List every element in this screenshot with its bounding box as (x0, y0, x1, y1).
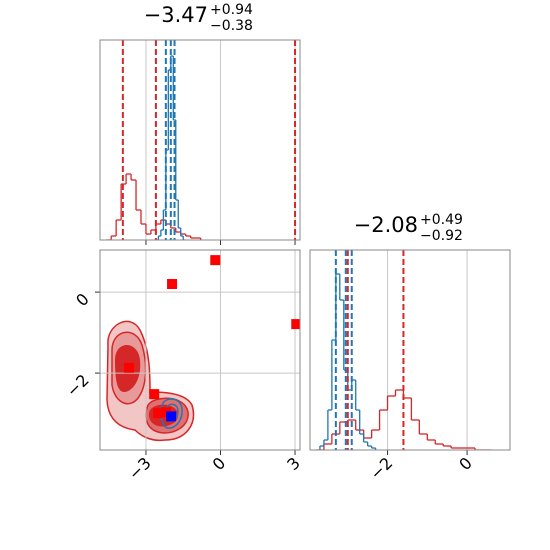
x-tick-label: −2 (366, 453, 396, 483)
axes-frame (309, 249, 511, 451)
point (167, 279, 178, 290)
axes-frame (99, 39, 301, 241)
x-tick-label: 0 (209, 453, 230, 474)
x-tick-label: −3 (125, 453, 155, 483)
title-lower-error: −0.92 (420, 228, 463, 244)
y-tick-label: −2 (63, 370, 93, 400)
title-upper-error: +0.94 (210, 2, 253, 18)
title-value: −2.08 (354, 213, 418, 237)
title-lower-error: −0.38 (210, 18, 253, 34)
y-tick-label: 0 (72, 289, 93, 310)
x-tick-label: 3 (283, 453, 304, 474)
panel (106, 40, 297, 240)
point (124, 362, 135, 373)
title-upper-error: +0.49 (420, 212, 463, 228)
point (291, 319, 300, 330)
panel (315, 250, 491, 450)
panel (100, 250, 300, 450)
axes-frame (99, 249, 301, 451)
title-value: −3.47 (144, 3, 208, 27)
point (149, 389, 160, 400)
point (166, 411, 177, 422)
density-contours (106, 320, 195, 442)
point (210, 255, 221, 266)
point (153, 408, 164, 419)
x-tick-label: 0 (455, 453, 476, 474)
